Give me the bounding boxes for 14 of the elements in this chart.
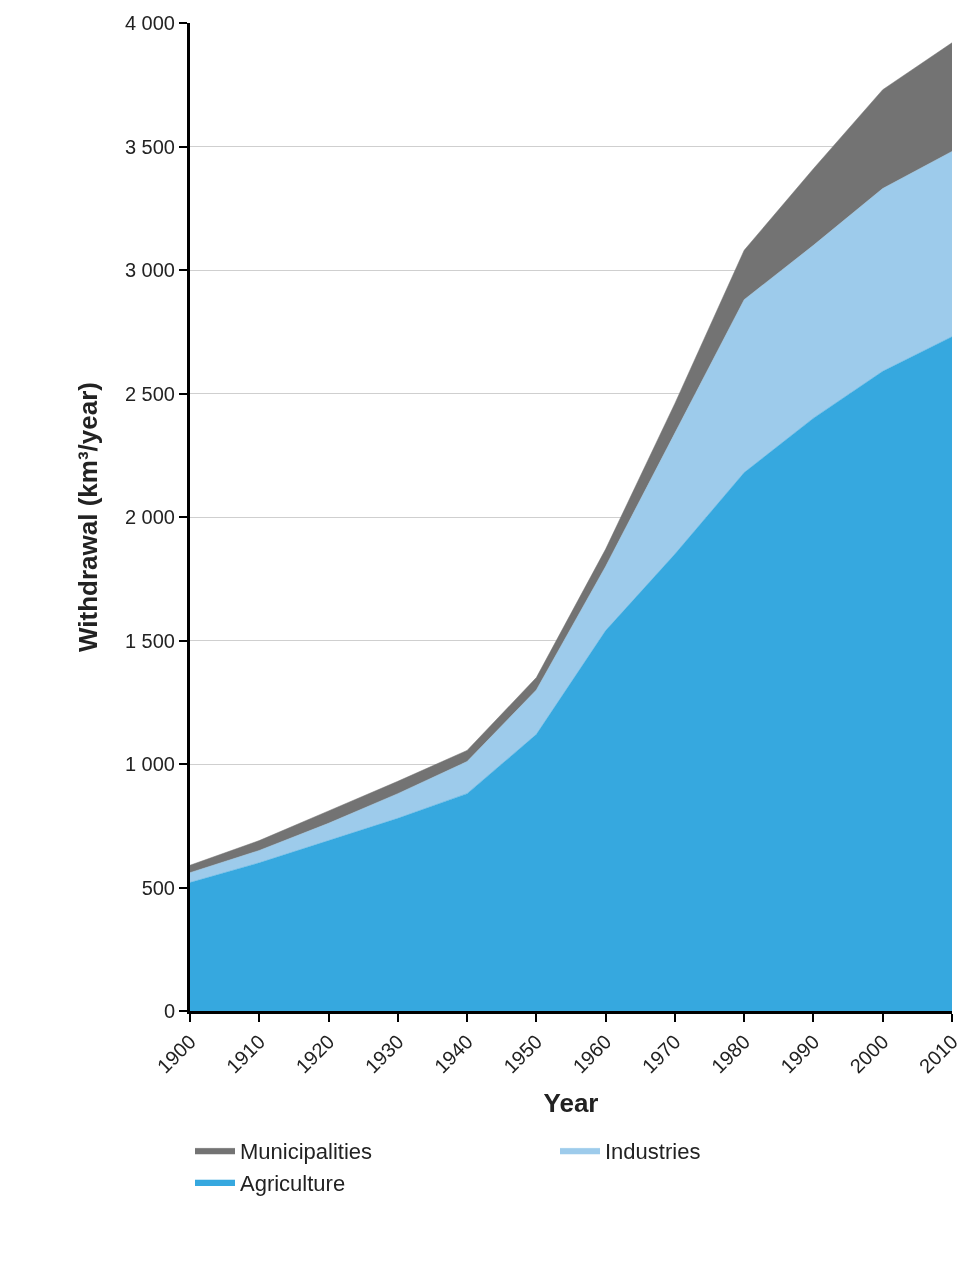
y-tick-label: 2 500 <box>124 382 175 405</box>
y-axis-title: Withdrawal (km³/year) <box>73 382 104 652</box>
y-tick-label: 1 000 <box>124 753 175 775</box>
y-tick-label: 4 000 <box>124 12 175 34</box>
y-tick-label: 3 500 <box>124 135 175 158</box>
y-tick-label: 1 500 <box>124 629 175 652</box>
legend-label: Municipalities <box>240 1138 373 1164</box>
legend-label: Agriculture <box>240 1170 346 1196</box>
y-tick-label: 3 000 <box>124 259 175 281</box>
y-tick-label: 2 000 <box>124 506 175 528</box>
x-axis-title: Year <box>543 1088 599 1119</box>
y-tick-label: 500 <box>141 876 175 899</box>
y-tick-label: 0 <box>163 1000 175 1022</box>
legend-label: Industries <box>605 1138 701 1164</box>
